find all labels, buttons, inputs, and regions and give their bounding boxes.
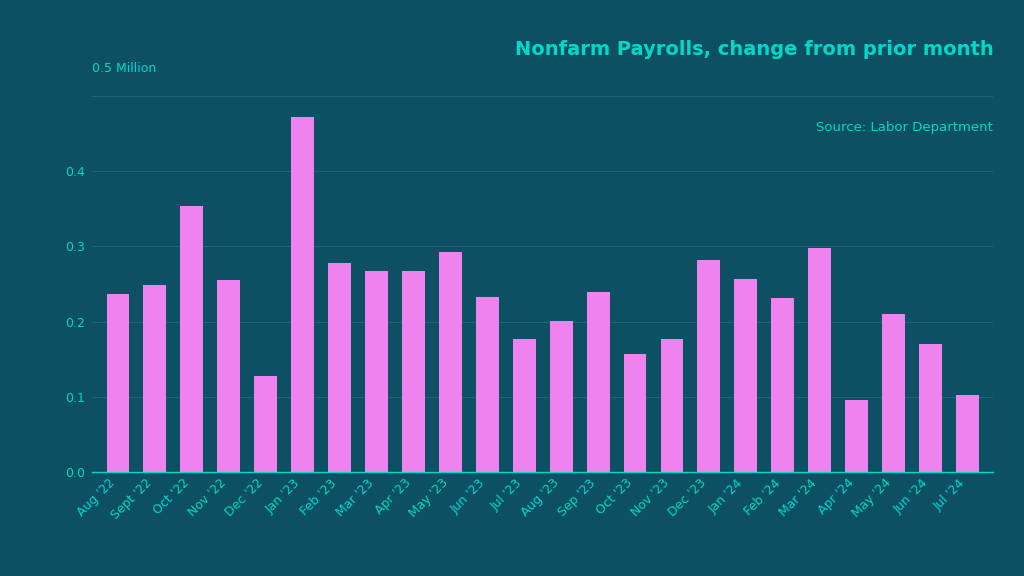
Bar	[328, 263, 351, 472]
Bar	[808, 248, 831, 472]
Text: 0.5 Million: 0.5 Million	[92, 62, 157, 75]
Bar	[734, 279, 758, 472]
Bar	[143, 285, 166, 472]
Bar	[697, 260, 720, 472]
Bar	[476, 297, 499, 472]
Bar	[624, 354, 646, 472]
Bar	[106, 294, 129, 472]
Bar	[587, 291, 609, 472]
Bar	[956, 395, 979, 472]
Bar	[920, 344, 942, 472]
Bar	[402, 271, 425, 472]
Bar	[550, 321, 572, 472]
Bar	[882, 314, 905, 472]
Bar	[180, 206, 204, 472]
Bar	[513, 339, 536, 472]
Text: Nonfarm Payrolls, change from prior month: Nonfarm Payrolls, change from prior mont…	[514, 40, 993, 59]
Bar	[660, 339, 683, 472]
Bar	[439, 252, 462, 472]
Bar	[291, 117, 314, 472]
Bar	[254, 376, 278, 472]
Bar	[366, 271, 388, 472]
Bar	[771, 298, 795, 472]
Bar	[217, 281, 241, 472]
Text: Source: Labor Department: Source: Labor Department	[816, 121, 993, 134]
Bar	[845, 400, 868, 472]
